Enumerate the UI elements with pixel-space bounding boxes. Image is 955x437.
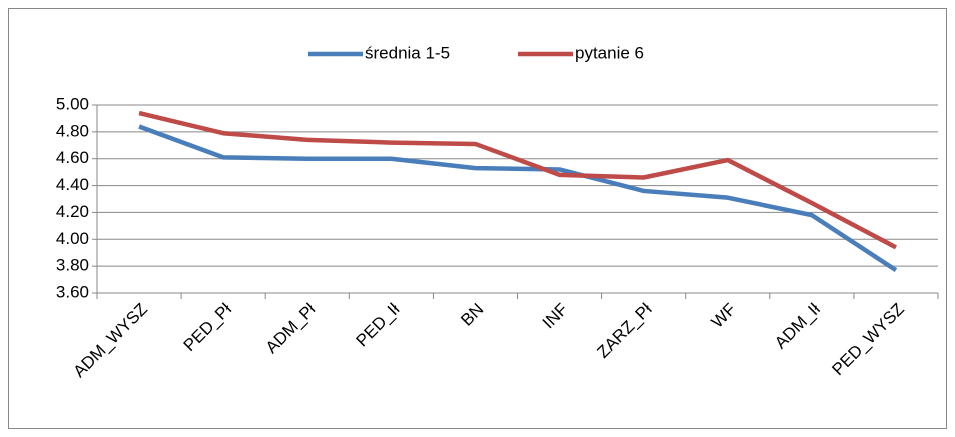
y-tick-label: 4.20 bbox=[56, 202, 89, 221]
series-line bbox=[138, 124, 898, 273]
chart-frame bbox=[8, 8, 947, 429]
legend-label: pytanie 6 bbox=[575, 43, 644, 62]
y-tick-label: 4.80 bbox=[56, 121, 89, 140]
y-tick-label: 4.00 bbox=[56, 229, 89, 248]
y-tick-label: 3.80 bbox=[56, 256, 89, 275]
y-tick-label: 4.40 bbox=[56, 175, 89, 194]
series-line bbox=[138, 110, 897, 250]
legend-label: średnia 1-5 bbox=[365, 43, 450, 62]
y-tick-label: 5.00 bbox=[56, 94, 89, 113]
y-tick-label: 4.60 bbox=[56, 148, 89, 167]
y-tick-label: 3.60 bbox=[56, 282, 89, 301]
